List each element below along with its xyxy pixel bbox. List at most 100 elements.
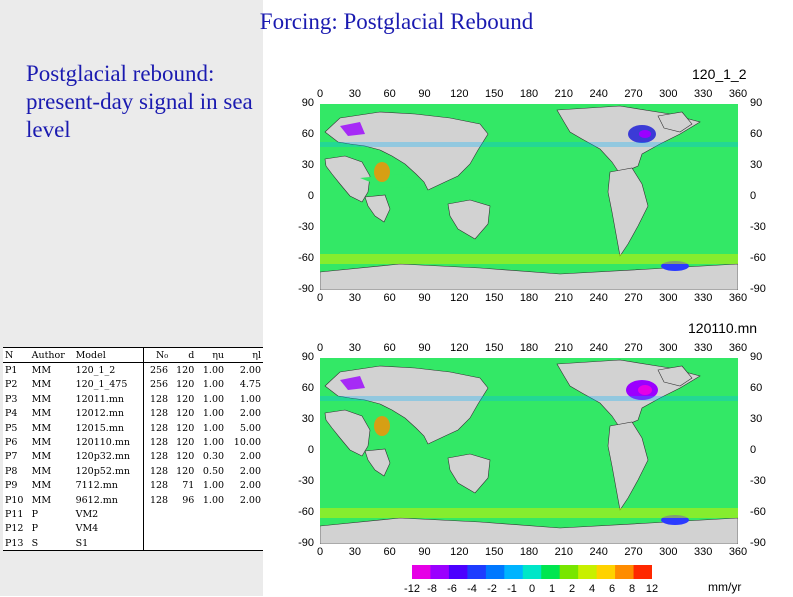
table-cell: P11 — [5, 508, 24, 520]
table-cell: 120p32.mn — [75, 451, 131, 463]
longitude-tick: 240 — [589, 292, 608, 304]
table-cell: 120p52.mn — [75, 465, 131, 477]
table-cell: 0.50 — [202, 465, 225, 477]
table-cell: 120 — [176, 408, 195, 420]
table-cell: 1.00 — [202, 494, 225, 506]
table-cell: 120 — [176, 393, 195, 405]
longitude-tick: 270 — [624, 546, 643, 558]
table-cell: MM — [31, 465, 52, 477]
table-row: P10 MM 9612.mn 128 96 1.00 2.00 — [3, 492, 263, 508]
latitude-tick: -90 — [298, 283, 314, 295]
table-cell: 120_1_475 — [75, 379, 128, 391]
table-cell: MM — [31, 480, 52, 492]
longitude-tick: 270 — [624, 88, 643, 100]
longitude-tick: 90 — [418, 292, 431, 304]
table-cell: 128 — [142, 392, 171, 407]
table-cell: 120 — [176, 465, 195, 477]
longitude-tick: 210 — [554, 546, 573, 558]
latitude-tick: 0 — [750, 190, 757, 202]
table-cell: 128 — [142, 464, 171, 479]
units-label: mm/yr — [708, 580, 742, 594]
longitude-tick: 270 — [624, 292, 643, 304]
table-cell — [226, 536, 263, 551]
slide-title: Forcing: Postglacial Rebound — [259, 9, 534, 34]
intro-text: Postglacial rebound: present-day signal … — [26, 61, 253, 142]
latitude-tick: -30 — [750, 475, 766, 487]
header-author: Author — [31, 349, 65, 361]
header-model: Model — [75, 349, 106, 361]
table-cell: P6 — [5, 437, 18, 449]
latitude-tick: -90 — [750, 537, 766, 549]
longitude-tick: 240 — [589, 546, 608, 558]
table-cell: P — [31, 508, 38, 520]
latitude-tick: 90 — [301, 97, 314, 109]
table-row: P1 MM 120_1_2 256 120 1.00 2.00 — [3, 362, 263, 378]
latitude-tick: 90 — [750, 351, 763, 363]
table-cell: 4.75 — [239, 379, 261, 391]
table-cell: P13 — [5, 537, 24, 549]
table-cell: 2.00 — [239, 494, 261, 506]
table-cell: 9612.mn — [75, 494, 118, 506]
longitude-tick: 150 — [484, 342, 504, 354]
table-cell: MM — [31, 494, 52, 506]
longitude-tick: 180 — [519, 292, 539, 304]
longitude-tick: 0 — [316, 88, 324, 100]
table-cell: P10 — [5, 494, 24, 506]
table-cell: MM — [31, 422, 52, 434]
header-eta-u: ηu — [212, 349, 225, 361]
table-cell — [170, 507, 196, 521]
colorbar-tick-label: 2 — [568, 583, 576, 595]
table-cell — [142, 536, 171, 551]
table-cell — [170, 522, 196, 536]
table-cell: 128 — [142, 406, 171, 421]
longitude-tick: 150 — [484, 88, 504, 100]
table-cell: MM — [31, 408, 52, 420]
map-label-bottom: 120110.mn — [688, 320, 758, 336]
table-cell: 0.30 — [202, 451, 225, 463]
colorbar-tick-label: 4 — [588, 583, 596, 595]
colorbar-swatch — [412, 565, 431, 579]
latitude-tick: -60 — [298, 506, 314, 518]
longitude-tick: 330 — [693, 88, 713, 100]
longitude-tick: 300 — [659, 546, 678, 558]
longitude-tick: 90 — [418, 342, 431, 354]
colorbar-swatch — [504, 565, 524, 579]
table-cell — [142, 507, 171, 522]
latitude-tick: 0 — [307, 190, 314, 202]
longitude-tick: 60 — [383, 546, 396, 558]
sea-level-map-bottom — [320, 358, 738, 544]
longitude-tick: 90 — [418, 546, 431, 558]
longitude-tick: 240 — [589, 342, 608, 354]
latitude-tick: 30 — [301, 413, 314, 425]
table-cell: 7112.mn — [75, 480, 118, 492]
colorbar-swatch — [485, 565, 505, 579]
latitude-tick: -60 — [750, 252, 766, 264]
colorbar-tick-label: -2 — [487, 583, 497, 595]
table-cell: 2.00 — [239, 408, 261, 420]
table-row: P5 MM 12015.mn 128 120 1.00 5.00 — [3, 420, 263, 436]
longitude-tick: 90 — [418, 88, 431, 100]
map-label-top: 120_1_2 — [692, 66, 747, 82]
table-cell: 256 — [142, 362, 171, 378]
longitude-tick: 150 — [484, 546, 504, 558]
colorbar-swatch — [615, 565, 635, 579]
table-row: P11 P VM2 — [3, 507, 263, 522]
model-table: N Author Model N₀ d ηu ηl P1 MM 120_1_2 256… — [3, 347, 263, 552]
colorbar — [412, 565, 652, 579]
colorbar-tick-label: 8 — [628, 583, 636, 595]
longitude-tick: 120 — [450, 88, 469, 100]
longitude-tick: 30 — [348, 342, 361, 354]
table-cell: 120 — [176, 379, 195, 391]
latitude-tick: -30 — [750, 221, 766, 233]
longitude-tick: 300 — [659, 342, 678, 354]
latitude-tick: -30 — [298, 221, 314, 233]
longitude-tick: 360 — [728, 546, 748, 558]
table-cell: P — [31, 523, 38, 535]
table-cell: P9 — [5, 480, 18, 492]
latitude-tick: 60 — [750, 128, 763, 140]
table-cell: 128 — [142, 435, 171, 450]
colorbar-swatch — [448, 565, 468, 579]
colorbar-swatch — [633, 565, 652, 579]
colorbar-swatch — [467, 565, 487, 579]
table-row: P9 MM 7112.mn 128 71 1.00 2.00 — [3, 478, 263, 493]
